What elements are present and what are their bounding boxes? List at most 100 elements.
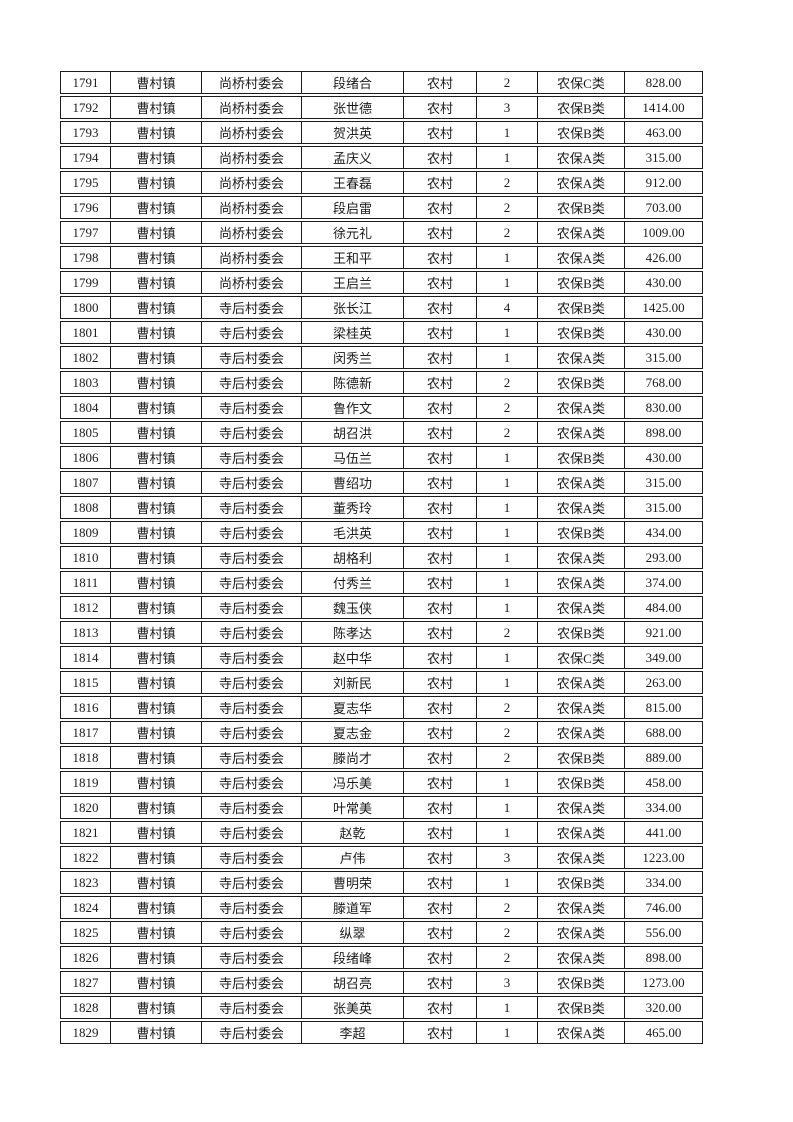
cell-town: 曹村镇 <box>111 897 202 918</box>
table-row: 1793 曹村镇 尚桥村委会 贺洪英 农村 1 农保B类 463.00 <box>60 121 703 144</box>
cell-amount: 898.00 <box>645 949 682 965</box>
cell-person-name: 段启雷 <box>302 197 404 218</box>
table-row: 1815 曹村镇 寺后村委会 刘新民 农村 1 农保A类 263.00 <box>60 671 703 694</box>
cell-insurance-category: 农保C类 <box>538 647 625 668</box>
cell-seq-number: 1828 <box>61 997 111 1018</box>
cell-amount: 293.00 <box>645 549 682 565</box>
table-row: 1803 曹村镇 寺后村委会 陈德新 农村 2 农保B类 768.00 <box>60 371 703 394</box>
cell-insurance-category: 农保A类 <box>538 172 625 193</box>
cell-person-count: 1 <box>477 522 538 543</box>
cell-person-count: 2 <box>477 222 538 243</box>
cell-amount: 898.00 <box>645 424 682 440</box>
table-row: 1797 曹村镇 尚桥村委会 徐元礼 农村 2 农保A类 1009.00 <box>60 221 703 244</box>
cell-insurance-category: 农保A类 <box>538 597 625 618</box>
cell-insurance-category: 农保A类 <box>538 822 625 843</box>
cell-town: 曹村镇 <box>111 422 202 443</box>
cell-village-committee: 寺后村委会 <box>202 622 302 643</box>
table-row: 1808 曹村镇 寺后村委会 董秀玲 农村 1 农保A类 315.00 <box>60 496 703 519</box>
cell-residence-type: 农村 <box>404 347 477 368</box>
cell-person-name: 卢伟 <box>302 847 404 868</box>
cell-village-committee: 寺后村委会 <box>202 572 302 593</box>
cell-insurance-category: 农保B类 <box>538 372 625 393</box>
cell-town: 曹村镇 <box>111 122 202 143</box>
cell-person-count: 1 <box>477 322 538 343</box>
cell-person-name: 李超 <box>302 1022 404 1043</box>
cell-person-name: 胡召洪 <box>302 422 404 443</box>
cell-person-count: 1 <box>477 822 538 843</box>
cell-insurance-category: 农保B类 <box>538 622 625 643</box>
cell-seq-number: 1816 <box>61 697 111 718</box>
cell-town: 曹村镇 <box>111 247 202 268</box>
cell-person-name: 赵乾 <box>302 822 404 843</box>
cell-insurance-category: 农保A类 <box>538 247 625 268</box>
cell-person-name: 胡格利 <box>302 547 404 568</box>
cell-residence-type: 农村 <box>404 72 477 93</box>
cell-seq-number: 1806 <box>61 447 111 468</box>
cell-person-count: 2 <box>477 697 538 718</box>
cell-town: 曹村镇 <box>111 722 202 743</box>
cell-village-committee: 寺后村委会 <box>202 447 302 468</box>
cell-town: 曹村镇 <box>111 372 202 393</box>
cell-person-count: 1 <box>477 647 538 668</box>
cell-person-name: 纵翠 <box>302 922 404 943</box>
cell-person-name: 段绪峰 <box>302 947 404 968</box>
cell-town: 曹村镇 <box>111 447 202 468</box>
cell-amount: 430.00 <box>645 449 682 465</box>
cell-person-count: 1 <box>477 247 538 268</box>
table-row: 1791 曹村镇 尚桥村委会 段绪合 农村 2 农保C类 828.00 <box>60 71 703 94</box>
cell-residence-type: 农村 <box>404 822 477 843</box>
cell-village-committee: 寺后村委会 <box>202 472 302 493</box>
cell-village-committee: 尚桥村委会 <box>202 197 302 218</box>
cell-amount: 1273.00 <box>642 974 685 990</box>
cell-amount: 315.00 <box>645 349 682 365</box>
cell-residence-type: 农村 <box>404 872 477 893</box>
cell-residence-type: 农村 <box>404 522 477 543</box>
cell-person-name: 付秀兰 <box>302 572 404 593</box>
cell-person-count: 3 <box>477 97 538 118</box>
cell-amount: 430.00 <box>645 324 682 340</box>
cell-village-committee: 尚桥村委会 <box>202 247 302 268</box>
cell-town: 曹村镇 <box>111 922 202 943</box>
cell-town: 曹村镇 <box>111 147 202 168</box>
cell-village-committee: 寺后村委会 <box>202 922 302 943</box>
cell-insurance-category: 农保B类 <box>538 522 625 543</box>
cell-person-count: 1 <box>477 547 538 568</box>
cell-seq-number: 1821 <box>61 822 111 843</box>
cell-seq-number: 1797 <box>61 222 111 243</box>
cell-person-count: 1 <box>477 472 538 493</box>
cell-person-count: 2 <box>477 947 538 968</box>
cell-amount: 349.00 <box>645 649 682 665</box>
table-row: 1823 曹村镇 寺后村委会 曹明荣 农村 1 农保B类 334.00 <box>60 871 703 894</box>
cell-town: 曹村镇 <box>111 847 202 868</box>
cell-seq-number: 1823 <box>61 872 111 893</box>
cell-person-count: 1 <box>477 572 538 593</box>
cell-town: 曹村镇 <box>111 622 202 643</box>
cell-town: 曹村镇 <box>111 597 202 618</box>
cell-seq-number: 1812 <box>61 597 111 618</box>
cell-village-committee: 寺后村委会 <box>202 372 302 393</box>
cell-village-committee: 寺后村委会 <box>202 497 302 518</box>
cell-person-count: 1 <box>477 672 538 693</box>
cell-village-committee: 寺后村委会 <box>202 997 302 1018</box>
cell-person-name: 夏志华 <box>302 697 404 718</box>
cell-insurance-category: 农保B类 <box>538 322 625 343</box>
cell-town: 曹村镇 <box>111 172 202 193</box>
cell-residence-type: 农村 <box>404 947 477 968</box>
cell-seq-number: 1796 <box>61 197 111 218</box>
cell-town: 曹村镇 <box>111 947 202 968</box>
cell-seq-number: 1791 <box>61 72 111 93</box>
cell-village-committee: 尚桥村委会 <box>202 147 302 168</box>
cell-seq-number: 1818 <box>61 747 111 768</box>
cell-person-name: 滕尚才 <box>302 747 404 768</box>
cell-amount: 746.00 <box>645 899 682 915</box>
cell-amount: 912.00 <box>645 174 682 190</box>
cell-residence-type: 农村 <box>404 272 477 293</box>
cell-residence-type: 农村 <box>404 572 477 593</box>
cell-amount: 426.00 <box>645 249 682 265</box>
cell-amount: 463.00 <box>645 124 682 140</box>
table-row: 1810 曹村镇 寺后村委会 胡格利 农村 1 农保A类 293.00 <box>60 546 703 569</box>
cell-insurance-category: 农保A类 <box>538 722 625 743</box>
cell-person-count: 2 <box>477 172 538 193</box>
cell-person-name: 夏志金 <box>302 722 404 743</box>
